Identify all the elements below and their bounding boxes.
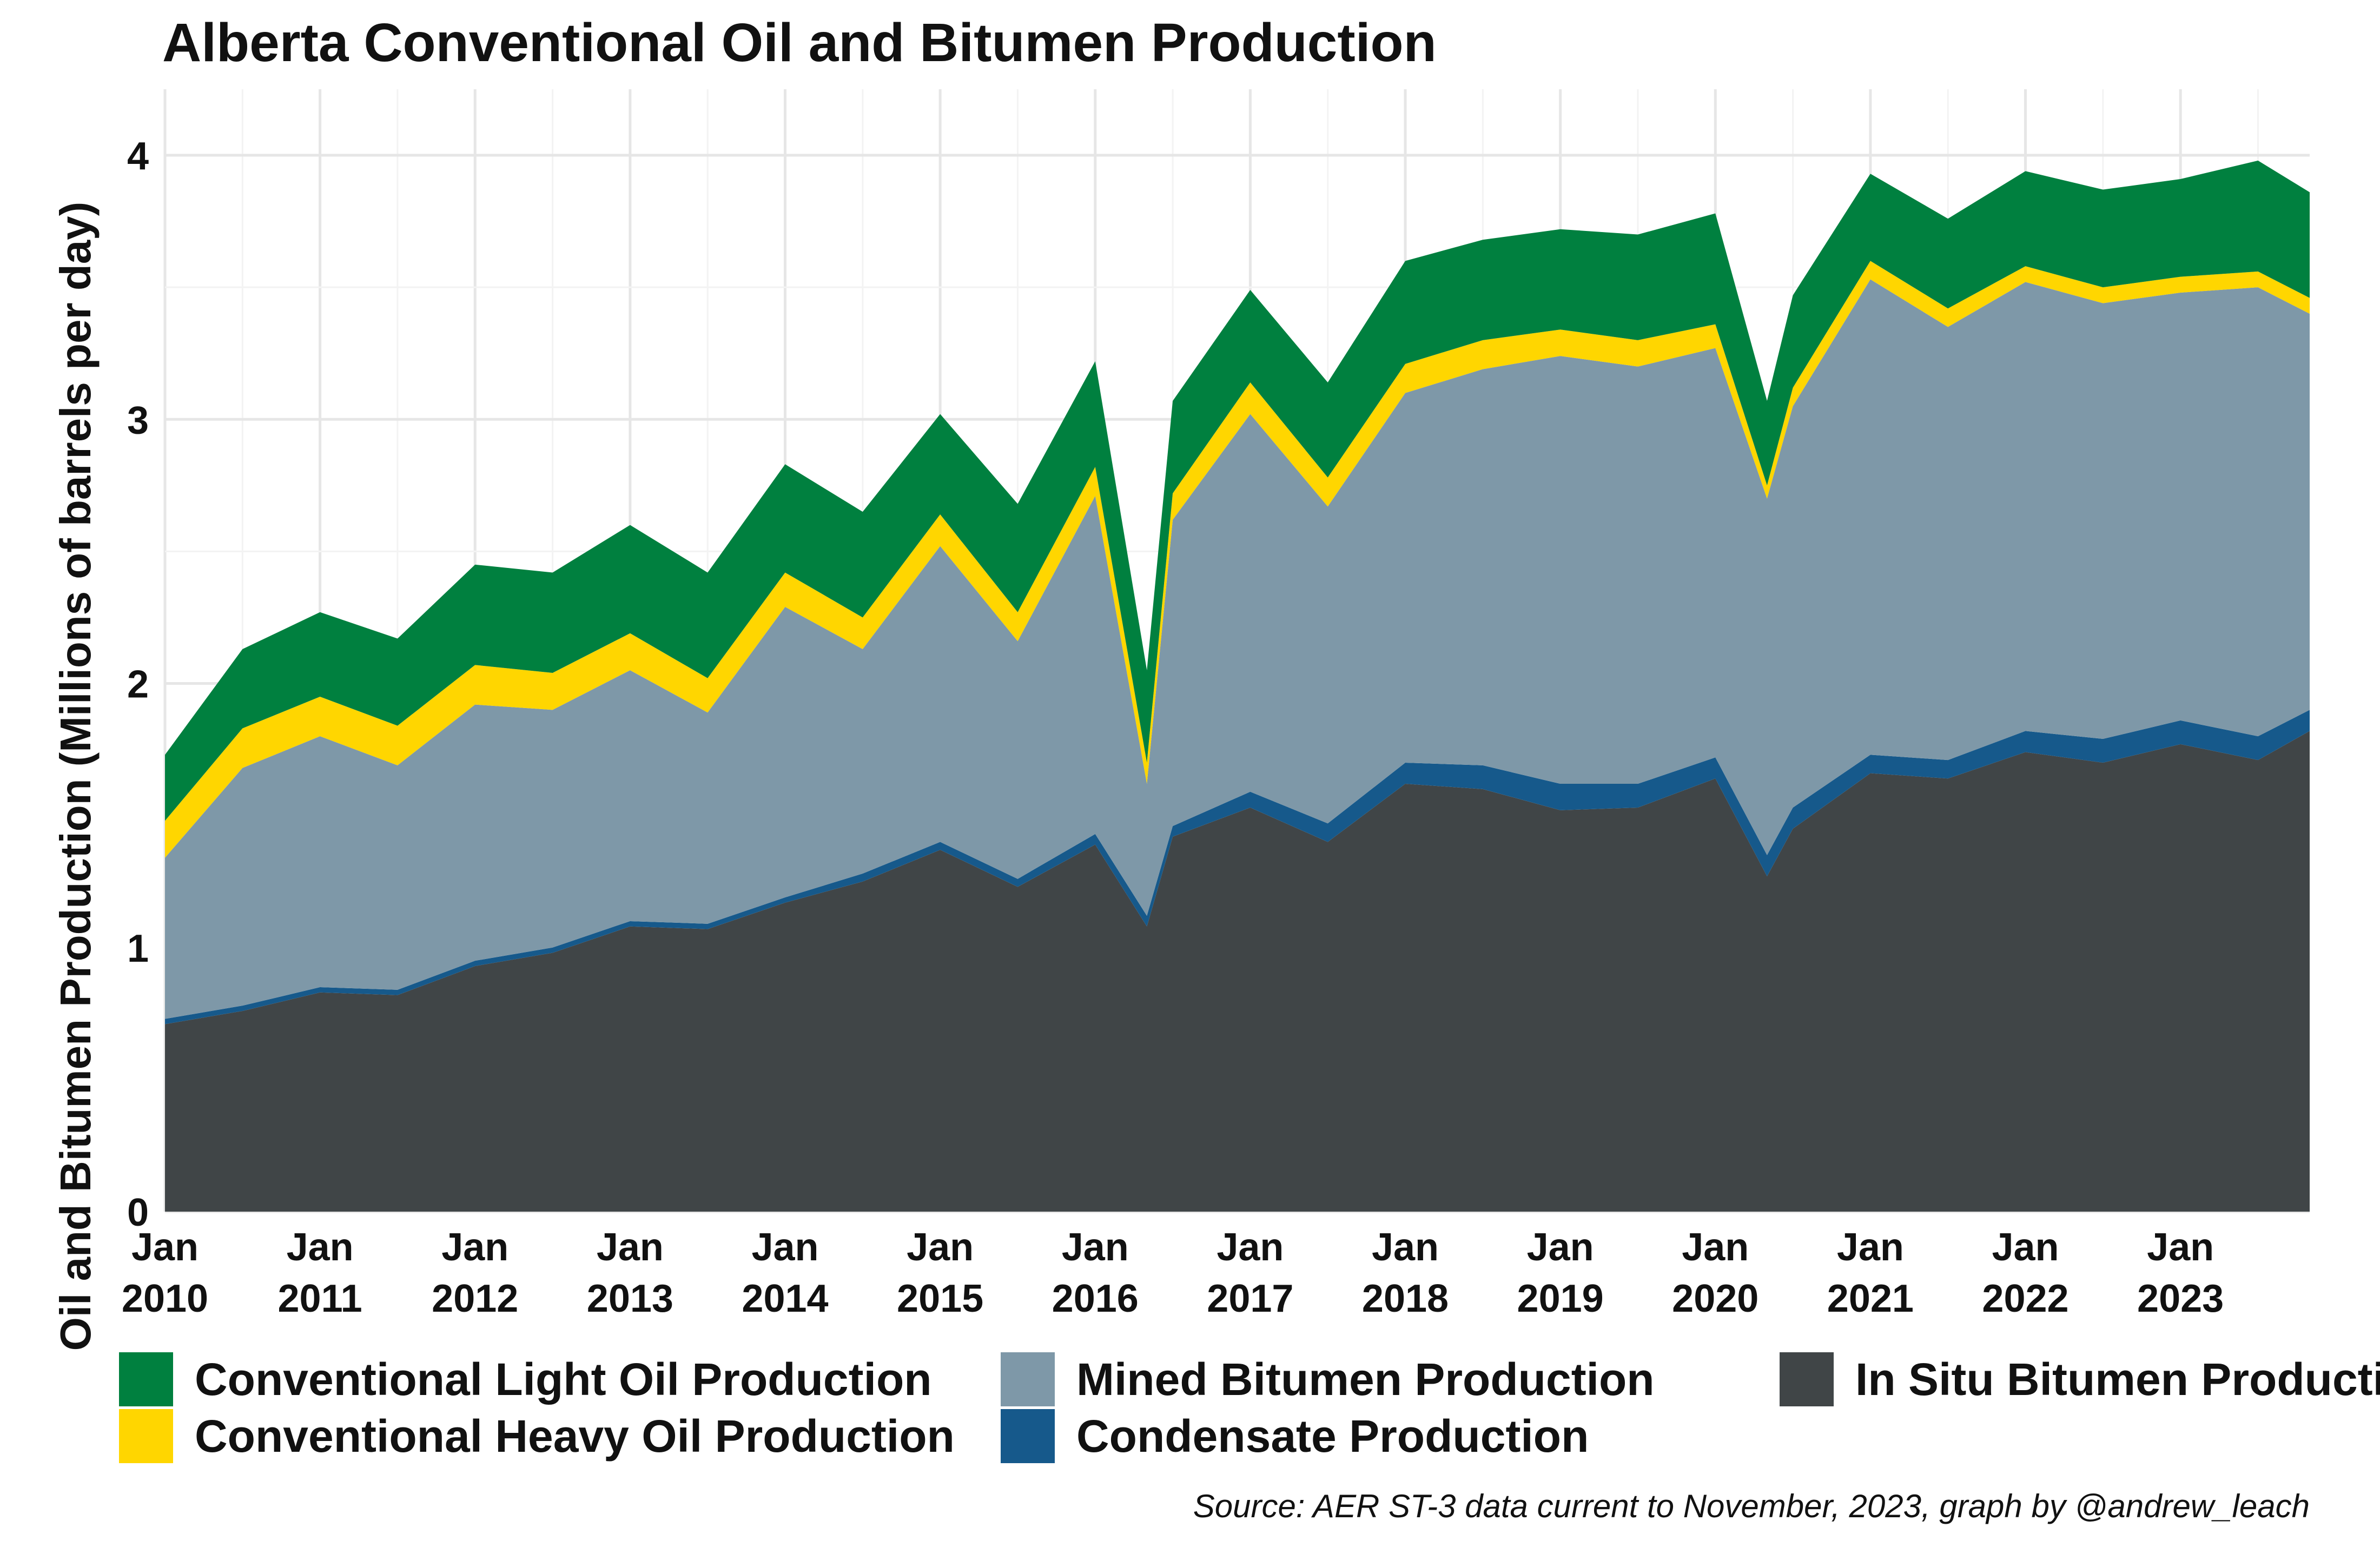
area-condensate-production	[165, 710, 2310, 1024]
x-tick-label-month-2014: Jan	[751, 1226, 818, 1269]
legend-item-light-oil: Conventional Light Oil Production	[119, 1352, 932, 1406]
x-tick-label-year-2019: 2019	[1517, 1277, 1604, 1320]
legend-label-condensate: Condensate Production	[1076, 1410, 1589, 1462]
y-tick-label-1: 1	[127, 927, 149, 970]
y-tick-label-0: 0	[127, 1191, 149, 1234]
area-conventional-heavy-oil-production	[165, 261, 2310, 858]
x-tick-label-year-2014: 2014	[742, 1277, 828, 1320]
legend-swatch-in-situ-bitumen	[1780, 1352, 1834, 1406]
x-tick-label-year-2011: 2011	[278, 1277, 362, 1320]
x-tick-label-year-2020: 2020	[1672, 1277, 1758, 1320]
area-in-situ-bitumen-production	[165, 731, 2310, 1212]
area-conventional-light-oil-production	[165, 160, 2310, 821]
y-tick-labels: 0 1 2 3 4	[127, 135, 149, 1234]
area-mined-bitumen-production	[165, 279, 2310, 1019]
x-tick-label-year-2017: 2017	[1207, 1277, 1293, 1320]
x-tick-label-month-2018: Jan	[1372, 1226, 1439, 1269]
x-tick-label-month-2017: Jan	[1217, 1226, 1284, 1269]
x-tick-label-year-2022: 2022	[1982, 1277, 2068, 1320]
x-tick-label-year-2012: 2012	[432, 1277, 518, 1320]
legend-item-in-situ-bitumen: In Situ Bitumen Production	[1780, 1352, 2380, 1406]
stacked-areas	[165, 160, 2310, 1212]
legend-item-heavy-oil: Conventional Heavy Oil Production	[119, 1409, 955, 1463]
x-tick-label-year-2018: 2018	[1362, 1277, 1449, 1320]
chart-svg: 0 1 2 3 4 Jan 2010 Jan 2011 Jan 2012 Jan 2013 Jan 201…	[122, 89, 2310, 1320]
y-tick-label-3: 3	[127, 399, 149, 442]
legend: Conventional Light Oil Production Conven…	[119, 1352, 2380, 1482]
x-tick-label-month-2012: Jan	[441, 1226, 508, 1269]
x-tick-label-month-2023: Jan	[2147, 1226, 2214, 1269]
x-tick-label-month-2021: Jan	[1837, 1226, 1904, 1269]
legend-label-in-situ-bitumen: In Situ Bitumen Production	[1855, 1353, 2380, 1405]
y-tick-label-2: 2	[127, 663, 149, 706]
x-tick-label-month-2020: Jan	[1682, 1226, 1749, 1269]
legend-label-heavy-oil: Conventional Heavy Oil Production	[195, 1410, 955, 1462]
x-tick-label-year-2013: 2013	[587, 1277, 673, 1320]
x-tick-label-month-2016: Jan	[1062, 1226, 1129, 1269]
legend-swatch-mined-bitumen	[1001, 1352, 1055, 1406]
x-tick-label-year-2016: 2016	[1052, 1277, 1139, 1320]
legend-swatch-light-oil	[119, 1352, 173, 1406]
legend-label-mined-bitumen: Mined Bitumen Production	[1076, 1353, 1655, 1405]
x-tick-label-year-2023: 2023	[2137, 1277, 2224, 1320]
x-tick-label-month-2022: Jan	[1992, 1226, 2059, 1269]
legend-item-condensate: Condensate Production	[1001, 1409, 1589, 1463]
x-tick-label-year-2010: 2010	[122, 1277, 208, 1320]
x-tick-labels: Jan 2010 Jan 2011 Jan 2012 Jan 2013 Jan 2014 Jan 20…	[122, 1226, 2224, 1320]
x-tick-label-year-2015: 2015	[897, 1277, 983, 1320]
chart-title: Alberta Conventional Oil and Bitumen Pro…	[162, 12, 1437, 73]
legend-swatch-heavy-oil	[119, 1409, 173, 1463]
legend-item-mined-bitumen: Mined Bitumen Production	[1001, 1352, 1655, 1406]
x-tick-label-year-2021: 2021	[1827, 1277, 1914, 1320]
x-tick-label-month-2013: Jan	[597, 1226, 664, 1269]
legend-swatch-condensate	[1001, 1409, 1055, 1463]
x-tick-label-month-2019: Jan	[1527, 1226, 1594, 1269]
y-tick-label-4: 4	[127, 135, 149, 178]
x-tick-label-month-2015: Jan	[907, 1226, 974, 1269]
legend-label-light-oil: Conventional Light Oil Production	[195, 1353, 932, 1405]
source-note: Source: AER ST-3 data current to Novembe…	[1193, 1488, 2310, 1524]
x-tick-label-month-2011: Jan	[287, 1226, 354, 1269]
x-tick-label-month-2010: Jan	[131, 1226, 199, 1269]
